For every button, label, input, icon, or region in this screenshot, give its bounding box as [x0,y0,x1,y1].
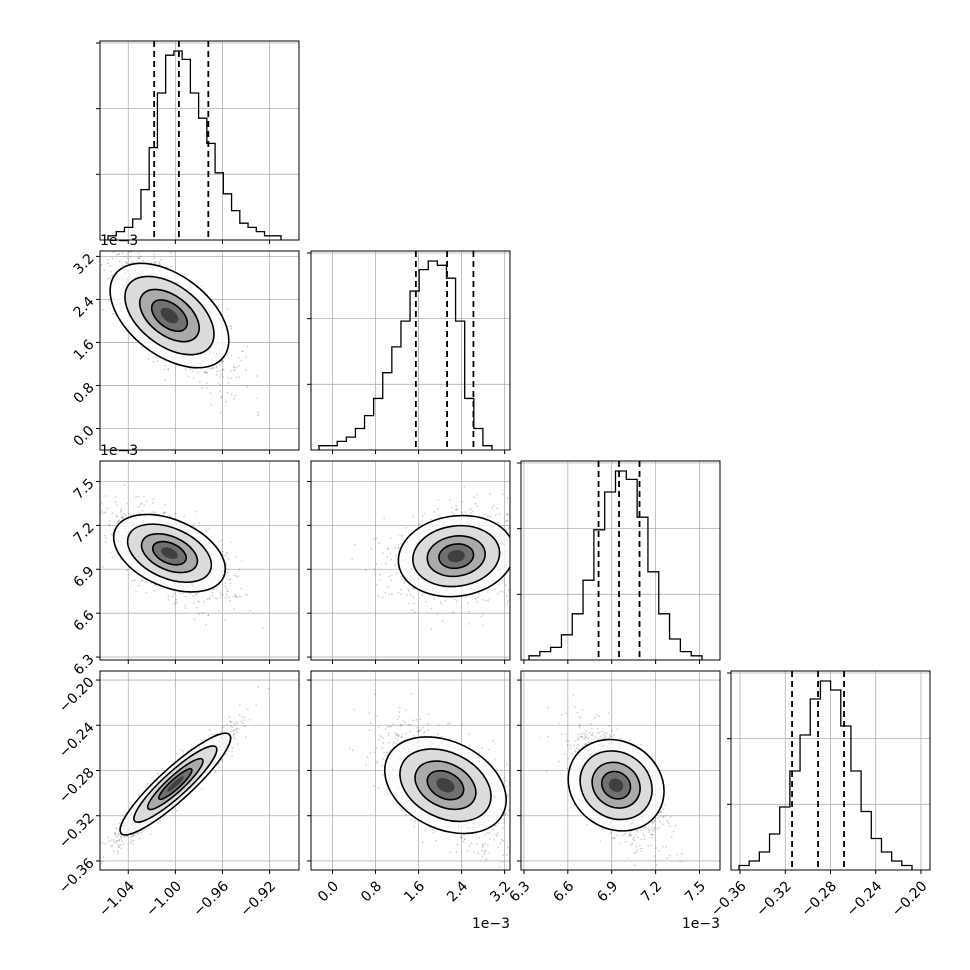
x-tick-label: 0.8 [358,878,385,905]
panel-frame [99,250,300,451]
histogram-panel-3: −0.36 −0.32 −0.28 −0.24 −0.20 [708,670,931,920]
x-tick-label: 6.9 [594,878,621,905]
contour-line [579,750,653,821]
histogram-step [528,470,703,660]
panel-frame [310,250,511,451]
axis-offset-label: 1e−3 [100,443,138,459]
contour-line [591,761,641,809]
x-tick-label: −0.24 [844,878,886,920]
panel-frame [99,460,300,661]
scatter-panel-3-0: −1.04 −1.00 −0.96 −0.92 −0.36−0.32−0.28−0.24… [56,670,300,920]
y-tick-label: −0.32 [56,810,98,852]
contour-line [138,288,200,343]
contour-line [133,745,218,824]
y-tick-label: 1.6 [71,337,98,364]
contour-line [438,543,475,570]
y-tick-label: −0.20 [56,674,98,716]
scatter-panel-2-0: 6.3 6.6 6.9 7.2 7.5 [71,460,300,678]
x-tick-label: −0.32 [753,878,795,920]
x-tick-label: −0.92 [238,878,280,920]
contour-line [126,523,213,584]
scatter-panel-3-2: 6.3 6.6 6.9 7.2 7.5 [506,670,721,905]
y-tick-label: 0.8 [71,380,98,407]
x-tick-label: 6.6 [550,878,577,905]
x-tick-label: −0.36 [708,878,750,920]
contour-line [600,770,632,800]
y-tick-label: 7.5 [71,476,98,503]
histogram-panel-1 [307,250,511,454]
y-tick-label: 2.4 [71,294,98,321]
contour-line [567,738,665,832]
histogram-panel-2 [517,460,721,664]
x-tick-label: 7.5 [682,878,709,905]
x-tick-label: −0.20 [889,878,931,920]
axis-offset-label: 1e−3 [682,916,720,932]
y-tick-label: −0.36 [56,855,98,897]
contour-line [112,513,227,593]
contour-line [146,757,204,811]
contour-line [157,768,193,801]
contour-line [150,299,189,332]
contour-line [412,524,501,588]
scatter-panel-2-1 [307,460,511,664]
histogram-step [738,680,913,870]
x-tick-label: −0.28 [798,878,840,920]
panel-frame [310,460,511,661]
x-tick-label: −1.04 [96,878,138,920]
y-tick-label: −0.28 [56,765,98,807]
x-tick-label: −0.96 [190,878,232,920]
x-tick-label: 1.6 [401,878,428,905]
axis-offset-label: 1e−3 [472,916,510,932]
y-tick-label: 0.0 [71,423,98,450]
histogram-step [318,260,493,450]
contour-line [140,533,199,574]
panel-frame [99,40,300,241]
y-tick-label: 6.3 [71,651,98,678]
scatter-panel-1-0: 0.0 0.8 1.6 2.4 3.2 [71,250,300,454]
contour-line [109,262,230,369]
x-tick-label: −1.00 [143,878,185,920]
contour-line [383,736,507,835]
y-tick-label: 7.2 [71,520,98,547]
panel-frame [520,460,721,661]
histogram-panel-0 [96,40,300,244]
x-tick-label: 6.3 [506,878,533,905]
contour-line [414,760,477,811]
contour-line [426,535,486,578]
contour-line [397,514,510,598]
x-tick-label: 0.0 [315,878,342,905]
x-tick-label: 7.2 [638,878,665,905]
x-tick-label: 2.4 [444,878,471,905]
contour-line [151,540,188,566]
scatter-panel-3-1: 0.0 0.8 1.6 2.4 3.2 [307,670,514,905]
histogram-step [107,50,282,240]
contour-line [399,748,492,823]
axis-offset-label: 1e−3 [100,233,138,249]
y-tick-label: 6.9 [71,564,98,591]
y-tick-label: −0.24 [56,720,98,762]
y-tick-label: 6.6 [71,607,98,634]
contour-line [124,275,215,356]
contour-line [426,769,465,801]
y-tick-label: 3.2 [71,251,98,278]
contour-line [119,732,232,836]
